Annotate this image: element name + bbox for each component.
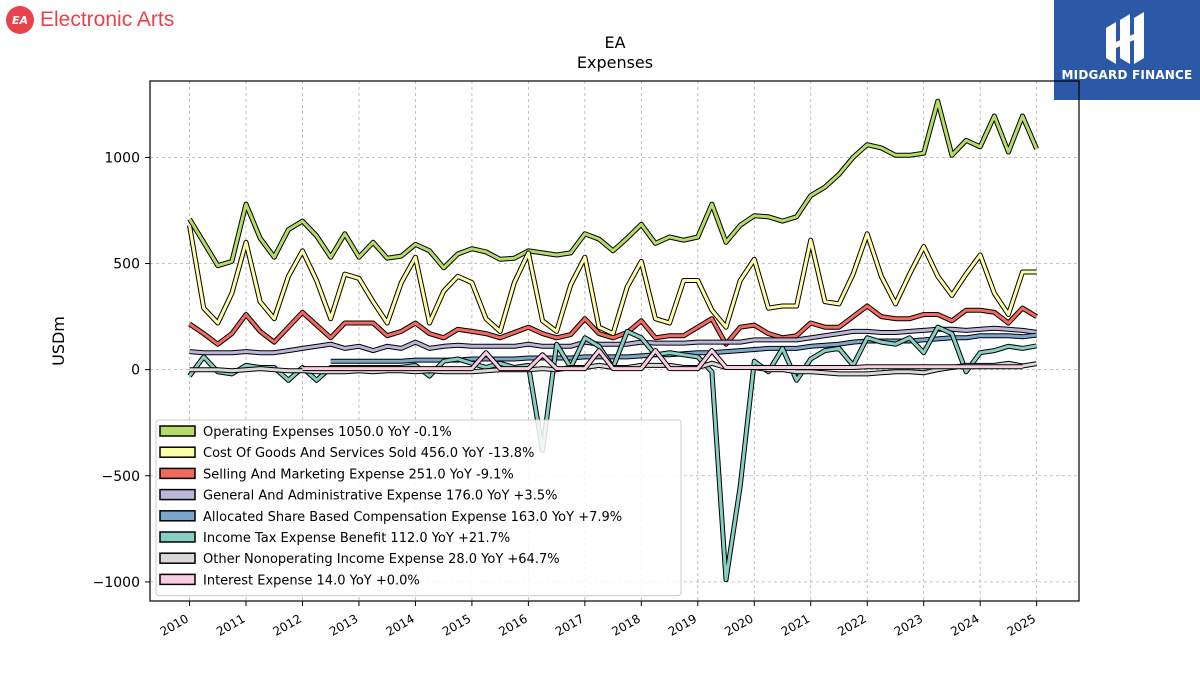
midgard-emblem-icon [1106,12,1144,64]
x-tick-label: 2011 [214,611,247,638]
x-tick-label: 2014 [383,611,416,638]
y-tick-label: −500 [102,469,140,485]
x-tick-label: 2016 [496,611,529,638]
series-line [188,225,1037,336]
legend-entry: Income Tax Expense Benefit 112.0 YoY +21… [203,531,510,546]
x-tick-label: 2024 [948,611,981,638]
legend-entry: Interest Expense 14.0 YoY +0.0% [203,573,420,588]
sponsor-name: MIDGARD FINANCE [1061,68,1193,82]
legend-swatch [159,446,196,458]
x-tick-label: 2022 [835,611,868,638]
series-line [189,326,1037,355]
x-tick-label: 2012 [271,611,304,638]
y-tick-label: −1000 [93,575,140,591]
legend-box [155,419,682,597]
legend-swatch [159,552,196,564]
series-general-and-administrative-expense [189,325,1037,356]
plot-frame [149,80,1080,602]
series-interest-expense [302,348,1023,372]
legend-swatch [159,425,196,437]
x-tick-label: 2018 [609,611,642,638]
legend-entry: Operating Expenses 1050.0 YoY -0.1% [203,425,452,440]
series-operating-expenses [187,98,1039,271]
legend-swatch [159,573,196,586]
x-tick-label: 2017 [553,611,586,638]
legend-swatch [159,510,196,522]
brand-name: Electronic Arts [40,8,175,31]
legend-swatch [159,467,196,480]
legend-entry: General And Administrative Expense 176.0… [203,489,557,504]
legend-swatch [159,488,196,501]
series-outline [187,98,1039,271]
x-tick-label: 2013 [327,611,360,638]
x-tick-label: 2021 [779,611,812,638]
x-tick-label: 2010 [158,611,191,638]
legend: Operating Expenses 1050.0 YoY -0.1% Cost … [155,419,682,597]
x-tick-label: 2015 [440,611,473,638]
x-tick-label: 2020 [722,611,755,638]
legend-entry: Cost Of Goods And Services Sold 456.0 Yo… [203,446,534,461]
x-tick-label: 2023 [892,611,925,638]
ea-logo: EA [6,6,34,34]
legend-swatch [159,531,196,543]
x-tick-label: 2019 [666,611,699,638]
x-tick-label: 2025 [1005,611,1038,638]
legend-entry: Allocated Share Based Compensation Expen… [203,510,622,525]
y-tick-label: 500 [113,257,140,273]
series-selling-and-marketing-expense [188,303,1038,347]
y-tick-label: 0 [131,363,140,379]
y-axis-label: USDm [49,316,68,366]
y-tick-label: 1000 [104,150,140,166]
legend-entry: Other Nonoperating Income Expense 28.0 Y… [203,552,560,567]
series-line [302,349,1023,371]
chart-subtitle: Expenses [577,53,653,72]
legend-entry: Selling And Marketing Expense 251.0 YoY … [203,467,514,482]
series-line [188,99,1038,270]
midgard-finance-logo: MIDGARD FINANCE [1054,0,1200,100]
series-cost-of-goods-and-services-sold [187,224,1037,337]
chart-title: EA [604,33,625,52]
series-line [188,304,1038,346]
brand-header: EA Electronic Arts [6,6,174,34]
series-layer [187,98,1039,583]
